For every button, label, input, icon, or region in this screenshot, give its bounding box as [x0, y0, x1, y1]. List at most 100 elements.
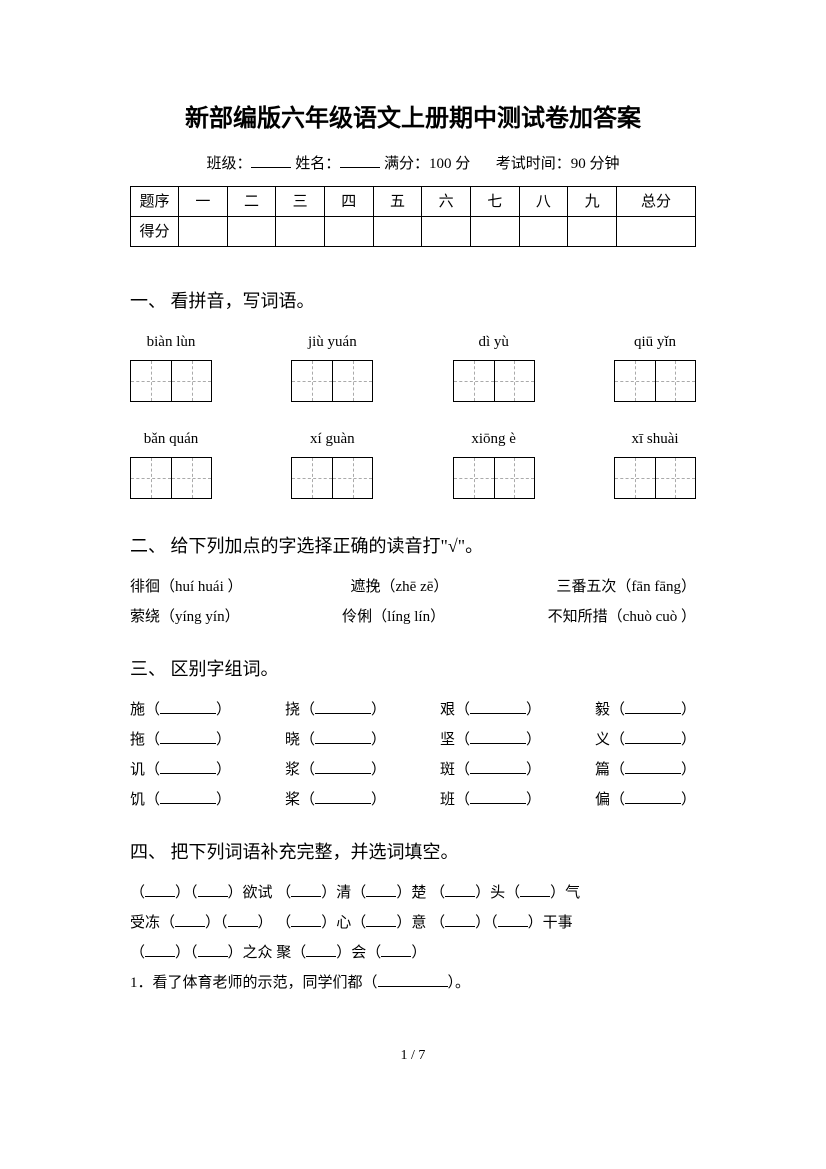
pinyin-item: dì yù	[453, 330, 535, 409]
document-title: 新部编版六年级语文上册期中测试卷加答案	[130, 100, 696, 138]
cell: 一	[179, 187, 228, 217]
q3-item: 拖（）	[130, 728, 231, 752]
cell[interactable]	[324, 217, 373, 247]
q3-item: 毅（）	[595, 698, 696, 722]
blank[interactable]	[160, 713, 216, 714]
pinyin-label: xí guàn	[291, 427, 373, 451]
pinyin-label: xī shuài	[614, 427, 696, 451]
cell: 题序	[131, 187, 179, 217]
cell[interactable]	[616, 217, 695, 247]
cell[interactable]	[373, 217, 422, 247]
blank[interactable]	[381, 956, 411, 957]
cell[interactable]	[422, 217, 471, 247]
name-label: 姓名：	[295, 156, 340, 172]
cell: 四	[324, 187, 373, 217]
blank[interactable]	[520, 896, 550, 897]
blank[interactable]	[445, 926, 475, 927]
blank[interactable]	[291, 896, 321, 897]
time-value: 90 分钟	[571, 156, 620, 172]
char-boxes[interactable]	[291, 360, 373, 402]
blank[interactable]	[366, 896, 396, 897]
q3-item: 桨（）	[285, 788, 386, 812]
q3-row: 饥（）桨（）班（）偏（）	[130, 788, 696, 812]
pinyin-item: xí guàn	[291, 427, 373, 506]
blank[interactable]	[470, 803, 526, 804]
cell[interactable]	[519, 217, 568, 247]
cell[interactable]	[276, 217, 325, 247]
cell: 六	[422, 187, 471, 217]
char-boxes[interactable]	[614, 360, 696, 402]
q2-heading: 二、 给下列加点的字选择正确的读音打"√"。	[130, 532, 696, 561]
blank[interactable]	[160, 743, 216, 744]
blank[interactable]	[198, 956, 228, 957]
blank[interactable]	[470, 713, 526, 714]
blank[interactable]	[315, 803, 371, 804]
q3-item: 篇（）	[595, 758, 696, 782]
char-boxes[interactable]	[130, 360, 212, 402]
blank[interactable]	[228, 926, 258, 927]
blank[interactable]	[625, 803, 681, 804]
pinyin-item: qiū yǐn	[614, 330, 696, 409]
pinyin-label: biàn lùn	[130, 330, 212, 354]
blank[interactable]	[315, 773, 371, 774]
cell: 二	[227, 187, 276, 217]
q3-item: 讥（）	[130, 758, 231, 782]
char-boxes[interactable]	[291, 457, 373, 499]
blank[interactable]	[198, 896, 228, 897]
q3-item: 饥（）	[130, 788, 231, 812]
q3-item: 坚（）	[440, 728, 541, 752]
q3-item: 班（）	[440, 788, 541, 812]
char-boxes[interactable]	[453, 457, 535, 499]
blank[interactable]	[378, 986, 448, 987]
class-blank[interactable]	[251, 167, 291, 168]
blank[interactable]	[291, 926, 321, 927]
blank[interactable]	[315, 743, 371, 744]
char-boxes[interactable]	[614, 457, 696, 499]
q2-item: 三番五次（fān fāng）	[556, 575, 696, 599]
cell: 总分	[616, 187, 695, 217]
q3-item: 义（）	[595, 728, 696, 752]
blank[interactable]	[625, 713, 681, 714]
cell[interactable]	[227, 217, 276, 247]
pinyin-label: jiù yuán	[291, 330, 373, 354]
full-label: 满分：	[384, 156, 429, 172]
q3-item: 晓（）	[285, 728, 386, 752]
blank[interactable]	[625, 743, 681, 744]
cell[interactable]	[568, 217, 617, 247]
blank[interactable]	[445, 896, 475, 897]
q3-row: 讥（）浆（）斑（）篇（）	[130, 758, 696, 782]
char-boxes[interactable]	[130, 457, 212, 499]
pinyin-label: qiū yǐn	[614, 330, 696, 354]
cell: 得分	[131, 217, 179, 247]
blank[interactable]	[145, 896, 175, 897]
pinyin-row: biàn lùn jiù yuán dì yù qiū yǐn	[130, 330, 696, 409]
table-row: 题序 一 二 三 四 五 六 七 八 九 总分	[131, 187, 696, 217]
cell: 七	[470, 187, 519, 217]
blank[interactable]	[306, 956, 336, 957]
q4-sentence-text: 1．看了体育老师的示范，同学们都（	[130, 975, 378, 991]
cell[interactable]	[470, 217, 519, 247]
cell: 五	[373, 187, 422, 217]
blank[interactable]	[470, 743, 526, 744]
blank[interactable]	[470, 773, 526, 774]
cell[interactable]	[179, 217, 228, 247]
blank[interactable]	[625, 773, 681, 774]
blank[interactable]	[145, 956, 175, 957]
blank[interactable]	[498, 926, 528, 927]
q2-row: 萦绕（yíng yín） 伶俐（líng lín） 不知所措（chuò cuò …	[130, 605, 696, 629]
blank[interactable]	[315, 713, 371, 714]
table-row: 得分	[131, 217, 696, 247]
pinyin-item: xī shuài	[614, 427, 696, 506]
char-boxes[interactable]	[453, 360, 535, 402]
blank[interactable]	[366, 926, 396, 927]
blank[interactable]	[175, 926, 205, 927]
name-blank[interactable]	[340, 167, 380, 168]
blank[interactable]	[160, 803, 216, 804]
q4-line: （）（）之众 聚（）会（）	[130, 941, 696, 965]
q4-line: 受冻（）（） （）心（）意 （）（）干事	[130, 911, 696, 935]
q3-heading: 三、 区别字组词。	[130, 655, 696, 684]
page-number: 1 / 7	[130, 1045, 696, 1067]
blank[interactable]	[160, 773, 216, 774]
q2-item: 不知所措（chuò cuò ）	[548, 605, 696, 629]
q3-item: 施（）	[130, 698, 231, 722]
